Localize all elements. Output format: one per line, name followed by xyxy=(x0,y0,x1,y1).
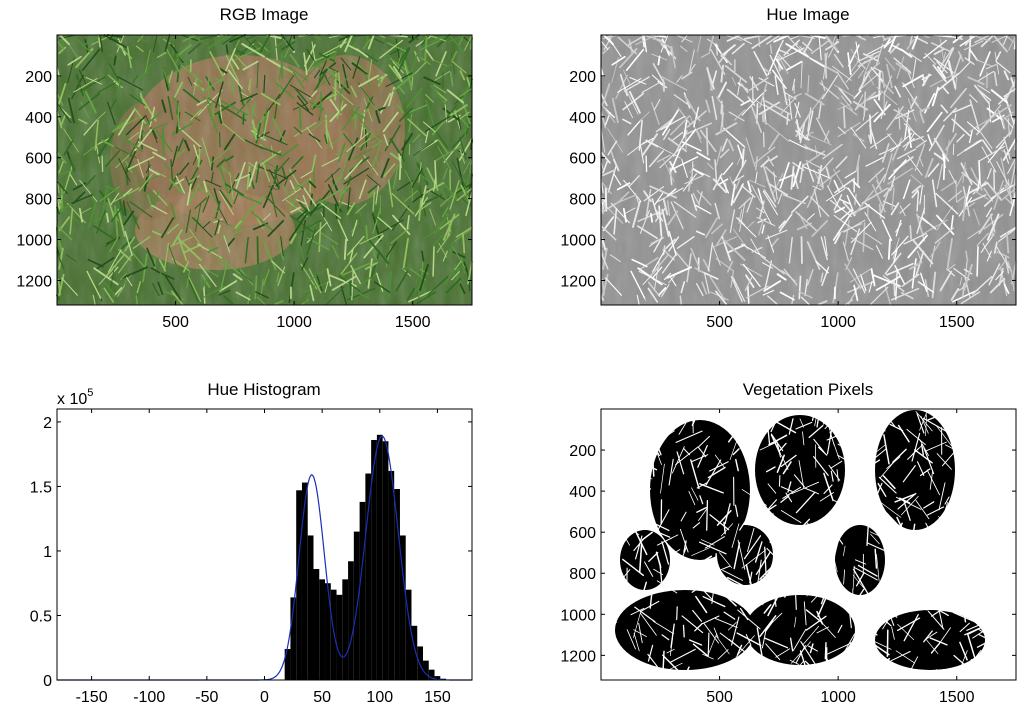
vegetation-mask-texture xyxy=(600,408,1017,681)
histogram-bar xyxy=(325,583,331,680)
y-tick-label: 200 xyxy=(569,69,596,86)
histogram-bar xyxy=(330,589,337,680)
histogram-bar xyxy=(342,579,349,680)
x-tick-label: 1500 xyxy=(939,689,975,706)
histogram-bar xyxy=(348,561,354,680)
histogram-bar xyxy=(423,660,429,680)
x-tick-label: 50 xyxy=(313,689,331,706)
x-tick-label: 1000 xyxy=(276,314,312,331)
y-tick-label: 800 xyxy=(25,192,52,209)
y-tick-label: 1200 xyxy=(560,273,596,290)
rgb-image-panel: RGB Image 500 1000 1500 200 400 600 800 1000 120… xyxy=(16,5,473,331)
hue-image-plot: 500 1000 1500 200 400 600 800 1000 1200 xyxy=(560,34,1017,331)
x-tick-label: 150 xyxy=(424,689,451,706)
y-tick-label: 800 xyxy=(569,566,596,583)
y-tick-label: 600 xyxy=(569,525,596,542)
y-tick-label: 1200 xyxy=(560,648,596,665)
rgb-image-plot: 500 1000 1500 200 400 600 800 1000 1200 xyxy=(16,34,473,331)
x-tick-label: 100 xyxy=(366,689,393,706)
histogram-bar xyxy=(359,501,366,680)
vegetation-axes-frame xyxy=(600,408,1017,681)
vegetation-pixels-plot: 500 1000 1500 200 400 600 800 1000 1200 xyxy=(560,408,1017,706)
histogram-bar xyxy=(382,441,389,680)
y-tick-label: 800 xyxy=(569,192,596,209)
histogram-bar xyxy=(296,490,302,680)
y-axis-multiplier-exponent: 5 xyxy=(87,387,93,399)
x-tick-label: 500 xyxy=(162,314,189,331)
hue-image-axes-frame xyxy=(600,34,1017,306)
histogram-bar xyxy=(405,589,412,680)
histogram-bar xyxy=(336,594,343,680)
y-axis-multiplier: x 105 xyxy=(57,387,93,408)
histogram-bar xyxy=(428,669,435,680)
y-tick-label: 1000 xyxy=(560,607,596,624)
y-tick-label: 200 xyxy=(569,443,596,460)
x-tick-label: 500 xyxy=(706,689,733,706)
y-tick-label: 1200 xyxy=(16,273,52,290)
histogram-bar xyxy=(301,482,308,680)
hue-histogram-plot: -150 -100 -50 0 50 100 150 0 0.5 1 1.5 2 xyxy=(30,408,473,706)
x-tick-label: -50 xyxy=(195,689,218,706)
y-tick-label: 1.5 xyxy=(30,479,52,496)
hue-image-ticks: 500 1000 1500 200 400 600 800 1000 1200 xyxy=(560,35,1016,331)
y-tick-label: 1000 xyxy=(560,233,596,250)
y-tick-label: 600 xyxy=(25,151,52,168)
y-tick-label: 400 xyxy=(569,110,596,127)
histogram-bar xyxy=(411,625,418,680)
histogram-bar xyxy=(417,646,424,680)
rgb-image-axes-frame xyxy=(56,34,473,306)
histogram-bar xyxy=(371,439,377,680)
histogram-bar xyxy=(319,579,326,680)
y-tick-label: 2 xyxy=(43,415,52,432)
x-tick-label: 500 xyxy=(706,314,733,331)
y-tick-label: 0 xyxy=(43,673,52,690)
x-tick-label: -100 xyxy=(133,689,165,706)
x-tick-label: -150 xyxy=(76,689,108,706)
x-tick-label: 1500 xyxy=(395,314,431,331)
vegetation-pixels-panel: Vegetation Pixels 500 1000 1500 200 400 600 80… xyxy=(560,380,1017,706)
vegetation-pixels-title: Vegetation Pixels xyxy=(743,380,873,399)
histogram-bar xyxy=(365,473,372,680)
y-tick-label: 400 xyxy=(25,110,52,127)
y-tick-label: 600 xyxy=(569,151,596,168)
y-tick-label: 200 xyxy=(25,69,52,86)
hue-image-title: Hue Image xyxy=(766,5,849,24)
histogram-bar xyxy=(394,489,400,680)
histogram-bar xyxy=(376,434,383,680)
x-tick-label: 0 xyxy=(260,689,269,706)
hue-histogram-title: Hue Histogram xyxy=(207,380,320,399)
rgb-vegetation-texture xyxy=(56,34,473,306)
vegetation-pixels-ticks: 500 1000 1500 200 400 600 800 1000 1200 xyxy=(560,409,1016,706)
histogram-bar xyxy=(290,597,297,680)
y-tick-label: 1000 xyxy=(16,233,52,250)
x-tick-label: 1000 xyxy=(820,689,856,706)
y-tick-label: 1 xyxy=(43,544,52,561)
y-axis-multiplier-base: x 10 xyxy=(57,391,87,408)
y-tick-label: 0.5 xyxy=(30,608,52,625)
hue-image-panel: Hue Image 500 1000 1500 200 400 600 800 1000 120… xyxy=(560,5,1017,331)
x-tick-label: 1500 xyxy=(939,314,975,331)
histogram-bar xyxy=(388,470,395,680)
histogram-ticks: -150 -100 -50 0 50 100 150 0 0.5 1 1.5 2 xyxy=(30,409,472,706)
y-tick-label: 400 xyxy=(569,484,596,501)
x-tick-label: 1000 xyxy=(820,314,856,331)
histogram-bar xyxy=(399,535,406,680)
rgb-image-title: RGB Image xyxy=(220,5,309,24)
hue-histogram-panel: Hue Histogram x 105 -150 -100 -50 0 50 100 150… xyxy=(30,380,473,706)
histogram-bar xyxy=(307,535,314,680)
rgb-image-ticks: 500 1000 1500 200 400 600 800 1000 1200 xyxy=(16,35,472,331)
histogram-bar xyxy=(284,649,291,680)
histogram-bar xyxy=(313,569,320,680)
hue-vegetation-texture xyxy=(600,34,1017,306)
